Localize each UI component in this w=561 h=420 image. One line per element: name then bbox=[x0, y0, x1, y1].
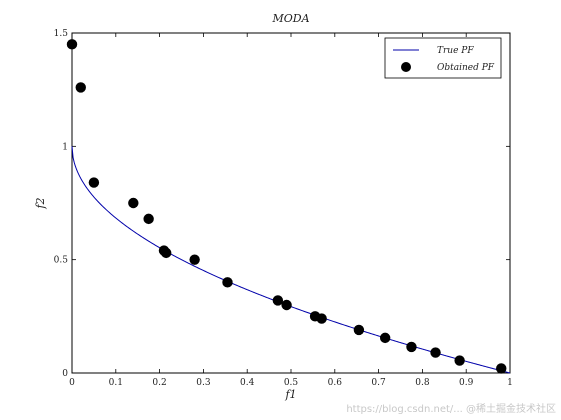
obtained-pf-point bbox=[75, 82, 86, 93]
legend-obtained-pf-label: Obtained PF bbox=[437, 63, 495, 73]
x-tick-label: 0.4 bbox=[240, 378, 255, 388]
obtained-pf-point bbox=[88, 177, 100, 188]
x-tick-label: 0.8 bbox=[415, 378, 430, 388]
obtained-pf-point bbox=[281, 299, 292, 311]
obtained-pf-point bbox=[406, 341, 417, 353]
x-tick-label: 0.7 bbox=[371, 378, 386, 388]
obtained-pf-point bbox=[316, 313, 327, 324]
plot-area bbox=[71, 32, 511, 374]
x-tick-label: 0.3 bbox=[196, 378, 211, 388]
y-axis-label: f2 bbox=[34, 197, 47, 209]
legend-true-pf-label: True PF bbox=[437, 46, 474, 56]
x-tick-label: 0 bbox=[69, 378, 75, 388]
x-tick-label: 1 bbox=[507, 378, 513, 388]
obtained-pf-point bbox=[222, 277, 233, 288]
obtained-pf-point bbox=[496, 363, 507, 374]
obtained-pf-point bbox=[353, 324, 365, 336]
chart-title: MODA bbox=[271, 12, 309, 25]
obtained-pf-point bbox=[66, 39, 78, 50]
obtained-pf-point bbox=[430, 347, 441, 358]
x-tick-label: 0.9 bbox=[459, 378, 474, 388]
legend-obtained-pf-swatch bbox=[401, 62, 411, 72]
x-tick-label: 0.2 bbox=[152, 378, 166, 388]
x-tick-label: 0.6 bbox=[328, 378, 343, 388]
obtained-pf-points-layer bbox=[66, 39, 507, 374]
obtained-pf-point bbox=[189, 254, 200, 265]
y-tick-label: 0 bbox=[62, 369, 68, 379]
obtained-pf-point bbox=[143, 213, 154, 225]
legend: True PF Obtained PF bbox=[384, 37, 502, 79]
x-axis-label: f1 bbox=[284, 388, 296, 401]
y-tick-label: 0.5 bbox=[54, 256, 69, 266]
obtained-pf-point bbox=[160, 247, 172, 259]
watermark-text: https://blog.csdn.net/... @稀土掘金技术社区 bbox=[346, 402, 556, 415]
obtained-pf-point bbox=[379, 332, 391, 344]
tick-marks: 0 0.1 0.2 0.3 0.4 0.5 0.6 0.7 0.8 0.9 1 0 0.5 1 1.5 bbox=[54, 29, 513, 388]
obtained-pf-point bbox=[128, 197, 139, 209]
y-tick-label: 1.5 bbox=[54, 29, 69, 39]
x-tick-label: 0.1 bbox=[109, 378, 123, 388]
obtained-pf-point bbox=[272, 295, 284, 306]
y-tick-label: 1 bbox=[62, 142, 68, 152]
obtained-pf-point bbox=[454, 355, 465, 366]
x-tick-label: 0.5 bbox=[284, 378, 299, 388]
